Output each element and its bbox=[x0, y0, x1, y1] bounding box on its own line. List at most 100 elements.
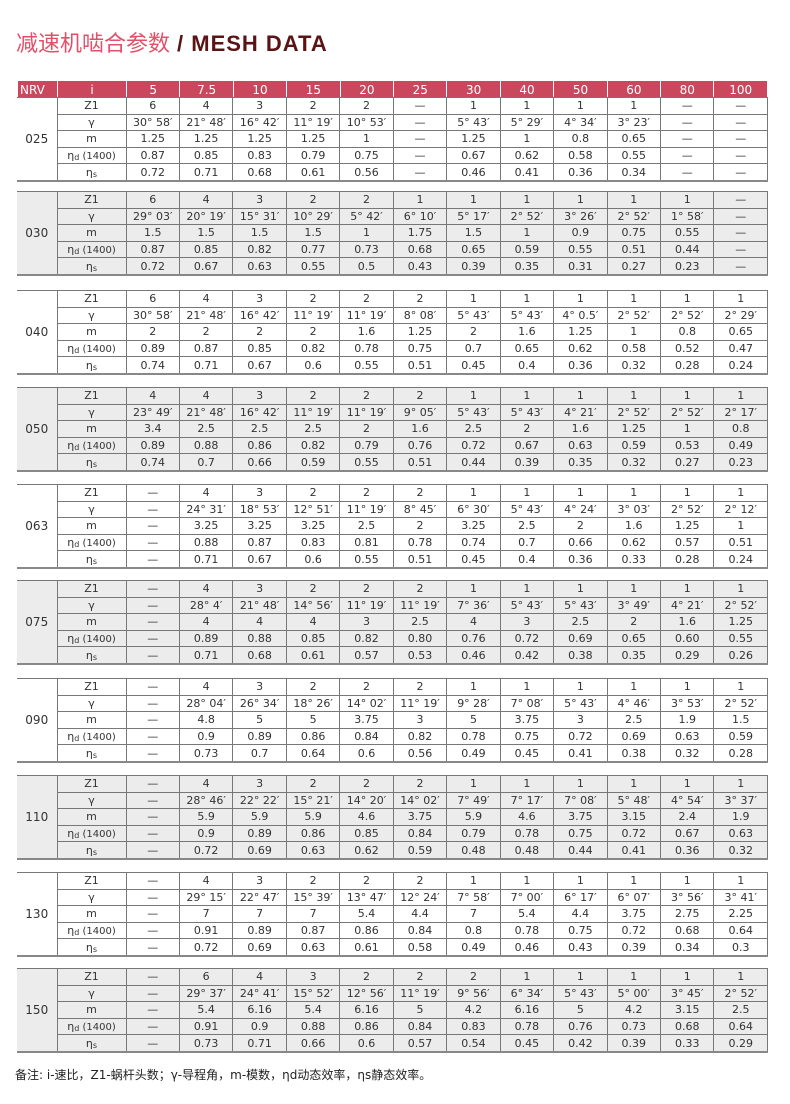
table-cell: 0.58 bbox=[392, 938, 448, 957]
table-cell: 0.68 bbox=[232, 646, 287, 665]
table-cell: — bbox=[713, 257, 768, 276]
table-cell: 0.61 bbox=[285, 163, 341, 182]
table-cell: 9° 56′ bbox=[446, 984, 501, 1003]
row-label: ηs bbox=[56, 744, 127, 763]
table-cell: 1.9 bbox=[713, 808, 768, 826]
row-label: Z1 bbox=[56, 97, 127, 115]
table-cell: 5.9 bbox=[232, 808, 287, 826]
nrv-size: 025 bbox=[17, 96, 58, 182]
table-cell: 4° 21′ bbox=[660, 596, 715, 615]
table-cell: 0.59 bbox=[606, 436, 662, 455]
table-cell: 1.25 bbox=[553, 323, 608, 341]
table-cell: 0.48 bbox=[499, 841, 555, 860]
table-cell: 10° 53′ bbox=[339, 113, 394, 132]
table-cell: 0.29 bbox=[713, 1034, 768, 1053]
table-cell: 0.36 bbox=[553, 356, 608, 375]
table-cell: 0.71 bbox=[178, 163, 234, 182]
row-label: ηd (1400) bbox=[56, 533, 127, 552]
header-ratio: 60 bbox=[606, 80, 662, 99]
table-cell: 0.87 bbox=[285, 921, 341, 940]
table-cell: 22° 22′ bbox=[232, 791, 287, 810]
table-cell: 1.6 bbox=[660, 613, 715, 631]
table-cell: 1 bbox=[553, 290, 608, 308]
table-cell: 1 bbox=[606, 775, 662, 793]
table-cell: 3 bbox=[285, 968, 341, 986]
table-cell: 0.55 bbox=[285, 257, 341, 276]
table-cell: 0.61 bbox=[339, 938, 394, 957]
table-cell: 0.72 bbox=[178, 841, 234, 860]
table-cell: 0.77 bbox=[285, 240, 341, 259]
table-cell: 2 bbox=[285, 387, 341, 405]
table-cell: 2.5 bbox=[232, 420, 287, 438]
table-cell: 0.62 bbox=[339, 841, 394, 860]
table-cell: 0.39 bbox=[606, 1034, 662, 1053]
row-label: ηs bbox=[56, 356, 127, 375]
table-cell: 0.56 bbox=[392, 744, 448, 763]
table-cell: 1.75 bbox=[392, 224, 448, 242]
table-cell: 2 bbox=[285, 484, 341, 502]
table-cell: 2 bbox=[339, 968, 394, 986]
table-cell: 0.8 bbox=[713, 420, 768, 438]
table-cell: 2 bbox=[392, 678, 448, 696]
table-cell: 0.66 bbox=[232, 453, 287, 472]
table-cell: 1 bbox=[660, 420, 715, 438]
table-cell: 0.85 bbox=[178, 240, 234, 259]
table-cell: 1 bbox=[606, 484, 662, 502]
row-label: Z1 bbox=[56, 775, 127, 793]
table-cell: — bbox=[125, 1034, 180, 1053]
table-cell: 2 bbox=[392, 872, 448, 890]
table-cell: 5.9 bbox=[285, 808, 341, 826]
table-cell: — bbox=[392, 146, 448, 165]
table-cell: 0.63 bbox=[553, 436, 608, 455]
row-label: ηd (1400) bbox=[56, 146, 127, 165]
row-label: Z1 bbox=[56, 290, 127, 308]
table-cell: 0.51 bbox=[713, 533, 768, 552]
table-cell: — bbox=[125, 517, 180, 535]
table-cell: 0.24 bbox=[713, 356, 768, 375]
row-label: ηs bbox=[56, 163, 127, 182]
table-cell: 15° 52′ bbox=[285, 984, 341, 1003]
table-cell: 2° 52′ bbox=[499, 207, 555, 226]
table-cell: 4 bbox=[178, 775, 234, 793]
table-cell: 1.25 bbox=[446, 130, 501, 148]
table-cell: 21° 48′ bbox=[178, 403, 234, 422]
table-cell: 7° 58′ bbox=[446, 888, 501, 907]
table-cell: 0.65 bbox=[499, 339, 555, 358]
table-cell: 2 bbox=[339, 775, 394, 793]
table-cell: — bbox=[125, 921, 180, 940]
table-cell: 2° 17′ bbox=[713, 403, 768, 422]
table-cell: 1 bbox=[713, 290, 768, 308]
table-cell: 3.75 bbox=[606, 905, 662, 923]
table-cell: 0.51 bbox=[392, 356, 448, 375]
table-cell: 3 bbox=[339, 613, 394, 631]
table-cell: 6° 10′ bbox=[392, 207, 448, 226]
table-cell: 1 bbox=[339, 130, 394, 148]
table-cell: 4 bbox=[178, 97, 234, 115]
table-cell: 0.69 bbox=[232, 841, 287, 860]
table-cell: 2° 12′ bbox=[713, 500, 768, 519]
table-cell: 0.79 bbox=[339, 436, 394, 455]
table-cell: — bbox=[125, 872, 180, 890]
table-cell: 4 bbox=[178, 191, 234, 209]
table-cell: 3° 49′ bbox=[606, 596, 662, 615]
table-cell: 11° 19′ bbox=[339, 306, 394, 325]
row-label: Z1 bbox=[56, 678, 127, 696]
table-cell: 1.25 bbox=[660, 517, 715, 535]
table-cell: 1 bbox=[660, 191, 715, 209]
table-cell: 0.27 bbox=[660, 453, 715, 472]
table-cell: 0.44 bbox=[660, 240, 715, 259]
table-row: ηs —0.71 0.67 0.6 0.55 0.51 0.45 0.4 0.36 0.33 0.2… bbox=[17, 550, 768, 569]
table-cell: 23° 49′ bbox=[125, 403, 180, 422]
table-cell: 2 bbox=[285, 191, 341, 209]
table-cell: 1 bbox=[446, 872, 501, 890]
table-cell: 0.24 bbox=[713, 550, 768, 569]
table-cell: 0.78 bbox=[499, 921, 555, 940]
table-cell: 0.75 bbox=[392, 339, 448, 358]
table-cell: 1° 58′ bbox=[660, 207, 715, 226]
table-cell: 0.87 bbox=[232, 533, 287, 552]
table-cell: 0.78 bbox=[392, 533, 448, 552]
table-cell: 0.76 bbox=[392, 436, 448, 455]
table-cell: 2.5 bbox=[446, 420, 501, 438]
nrv-size: 040 bbox=[17, 289, 58, 375]
row-label: ηs bbox=[56, 257, 127, 276]
